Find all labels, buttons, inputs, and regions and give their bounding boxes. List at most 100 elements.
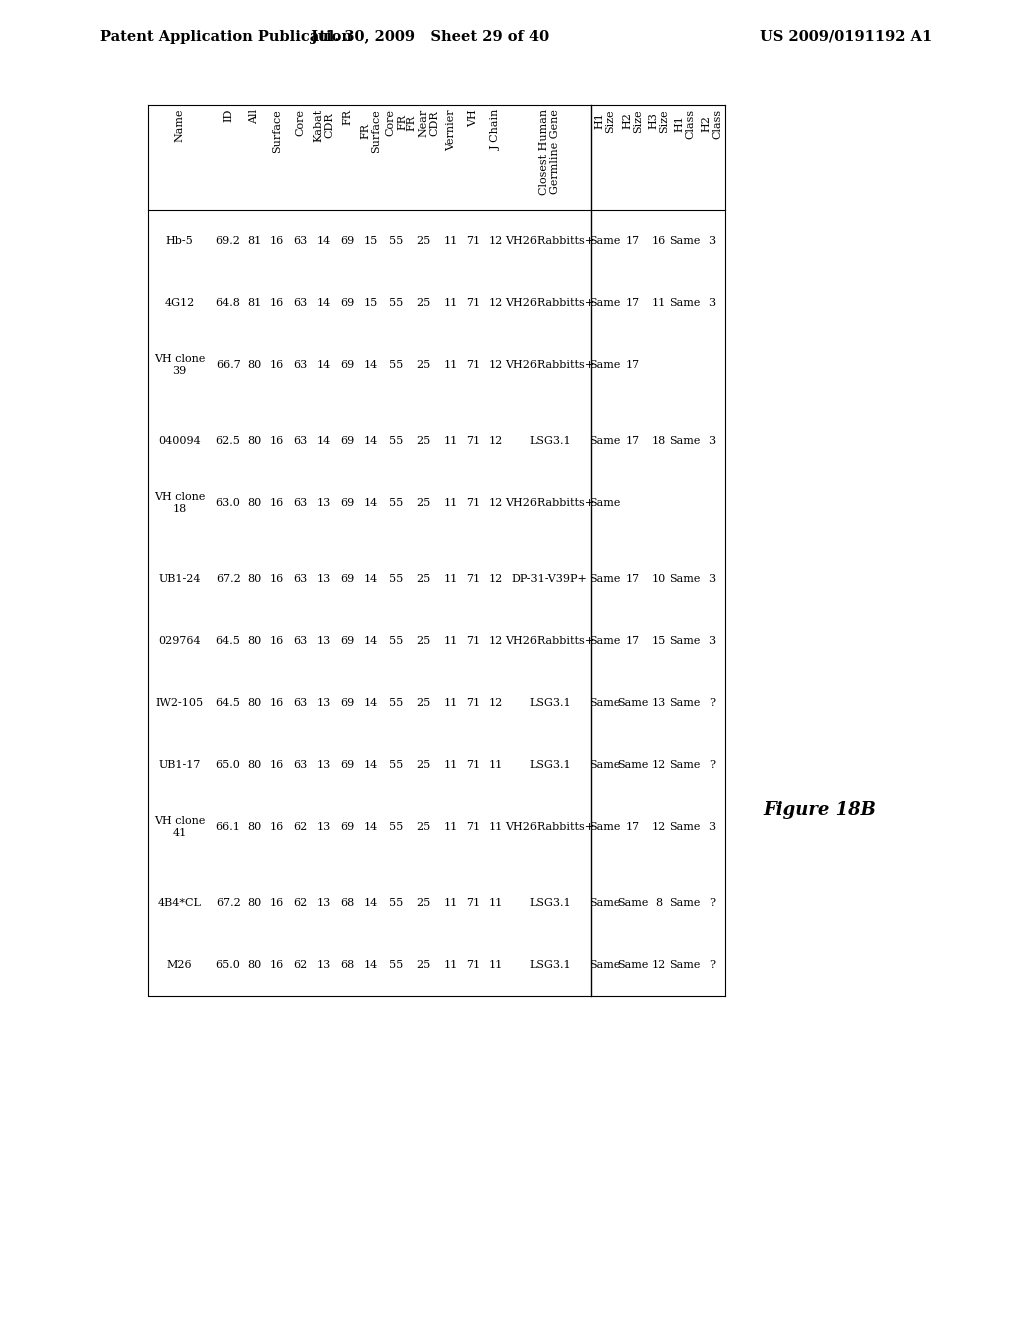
Text: Same: Same	[589, 574, 621, 583]
Text: Vernier: Vernier	[445, 110, 456, 150]
Text: 16: 16	[269, 236, 284, 246]
Text: LSG3.1: LSG3.1	[529, 898, 570, 908]
Text: Same: Same	[670, 898, 700, 908]
Text: 11: 11	[488, 760, 503, 770]
Text: 25: 25	[416, 436, 430, 446]
Text: 17: 17	[626, 636, 640, 645]
Text: 55: 55	[389, 360, 403, 370]
Text: 25: 25	[416, 636, 430, 645]
Text: 11: 11	[443, 636, 458, 645]
Text: FR
Surface: FR Surface	[360, 110, 381, 153]
Text: US 2009/0191192 A1: US 2009/0191192 A1	[760, 30, 932, 44]
Text: Same: Same	[617, 698, 648, 708]
Text: ?: ?	[709, 698, 715, 708]
Text: Same: Same	[589, 760, 621, 770]
Text: VH26Rabbitts+: VH26Rabbitts+	[505, 498, 594, 508]
Text: Same: Same	[617, 760, 648, 770]
Text: 17: 17	[626, 822, 640, 832]
Text: 16: 16	[269, 636, 284, 645]
Text: 71: 71	[466, 898, 480, 908]
Text: 63: 63	[293, 236, 307, 246]
Text: 25: 25	[416, 822, 430, 832]
Text: Same: Same	[670, 760, 700, 770]
Text: 71: 71	[466, 636, 480, 645]
Text: Hb-5: Hb-5	[166, 236, 194, 246]
Text: FR
Near
CDR: FR Near CDR	[407, 110, 439, 137]
Text: FR: FR	[342, 110, 352, 125]
Text: 80: 80	[247, 498, 261, 508]
Text: 80: 80	[247, 822, 261, 832]
Text: 13: 13	[317, 698, 332, 708]
Text: 69: 69	[340, 698, 354, 708]
Text: 17: 17	[626, 298, 640, 308]
Text: 63: 63	[293, 698, 307, 708]
Text: 65.0: 65.0	[216, 760, 241, 770]
Text: 3: 3	[709, 636, 716, 645]
Text: 55: 55	[389, 960, 403, 970]
Text: Same: Same	[589, 636, 621, 645]
Text: 14: 14	[364, 822, 378, 832]
Text: 55: 55	[389, 498, 403, 508]
Text: 13: 13	[317, 760, 332, 770]
Text: 80: 80	[247, 574, 261, 583]
Text: 8: 8	[655, 898, 663, 908]
Text: VH26Rabbitts+: VH26Rabbitts+	[505, 822, 594, 832]
Text: 62: 62	[293, 960, 307, 970]
Text: 16: 16	[269, 898, 284, 908]
Text: 15: 15	[364, 236, 378, 246]
Text: Same: Same	[670, 236, 700, 246]
Text: 25: 25	[416, 574, 430, 583]
Text: 12: 12	[488, 636, 503, 645]
Text: 71: 71	[466, 698, 480, 708]
Text: 13: 13	[317, 822, 332, 832]
Text: 11: 11	[443, 960, 458, 970]
Text: 62: 62	[293, 898, 307, 908]
Text: 11: 11	[443, 760, 458, 770]
Text: 14: 14	[317, 360, 332, 370]
Text: 12: 12	[651, 760, 666, 770]
Text: 68: 68	[340, 960, 354, 970]
Text: 25: 25	[416, 360, 430, 370]
Text: 15: 15	[651, 636, 666, 645]
Text: 69: 69	[340, 636, 354, 645]
Text: 71: 71	[466, 298, 480, 308]
Text: 11: 11	[443, 698, 458, 708]
Text: 14: 14	[364, 698, 378, 708]
Text: 14: 14	[317, 298, 332, 308]
Text: 12: 12	[488, 436, 503, 446]
Text: Same: Same	[589, 298, 621, 308]
Text: Same: Same	[589, 436, 621, 446]
Text: 64.5: 64.5	[216, 636, 241, 645]
Text: H1
Size: H1 Size	[594, 110, 615, 132]
Text: UB1-17: UB1-17	[159, 760, 201, 770]
Text: VH26Rabbitts+: VH26Rabbitts+	[505, 636, 594, 645]
Text: 80: 80	[247, 960, 261, 970]
Text: ?: ?	[709, 760, 715, 770]
Text: 55: 55	[389, 236, 403, 246]
Text: 12: 12	[488, 360, 503, 370]
Text: 13: 13	[651, 698, 666, 708]
Text: VH26Rabbitts+: VH26Rabbitts+	[505, 298, 594, 308]
Text: 16: 16	[269, 822, 284, 832]
Text: 11: 11	[443, 298, 458, 308]
Text: Same: Same	[670, 960, 700, 970]
Text: 66.7: 66.7	[216, 360, 241, 370]
Text: VH clone
18: VH clone 18	[154, 492, 206, 513]
Text: 67.2: 67.2	[216, 574, 241, 583]
Text: 14: 14	[364, 636, 378, 645]
Text: 71: 71	[466, 960, 480, 970]
Text: 81: 81	[247, 236, 261, 246]
Text: 18: 18	[651, 436, 666, 446]
Text: 55: 55	[389, 436, 403, 446]
Text: H2
Size: H2 Size	[623, 110, 643, 132]
Text: Closest Human
Germline Gene: Closest Human Germline Gene	[540, 110, 560, 195]
Text: 68: 68	[340, 898, 354, 908]
Text: 3: 3	[709, 236, 716, 246]
Text: LSG3.1: LSG3.1	[529, 698, 570, 708]
Text: DP-31-V39P+: DP-31-V39P+	[512, 574, 588, 583]
Text: 029764: 029764	[159, 636, 201, 645]
Text: ?: ?	[709, 898, 715, 908]
Text: 14: 14	[317, 236, 332, 246]
Text: 69: 69	[340, 436, 354, 446]
Text: 62: 62	[293, 822, 307, 832]
